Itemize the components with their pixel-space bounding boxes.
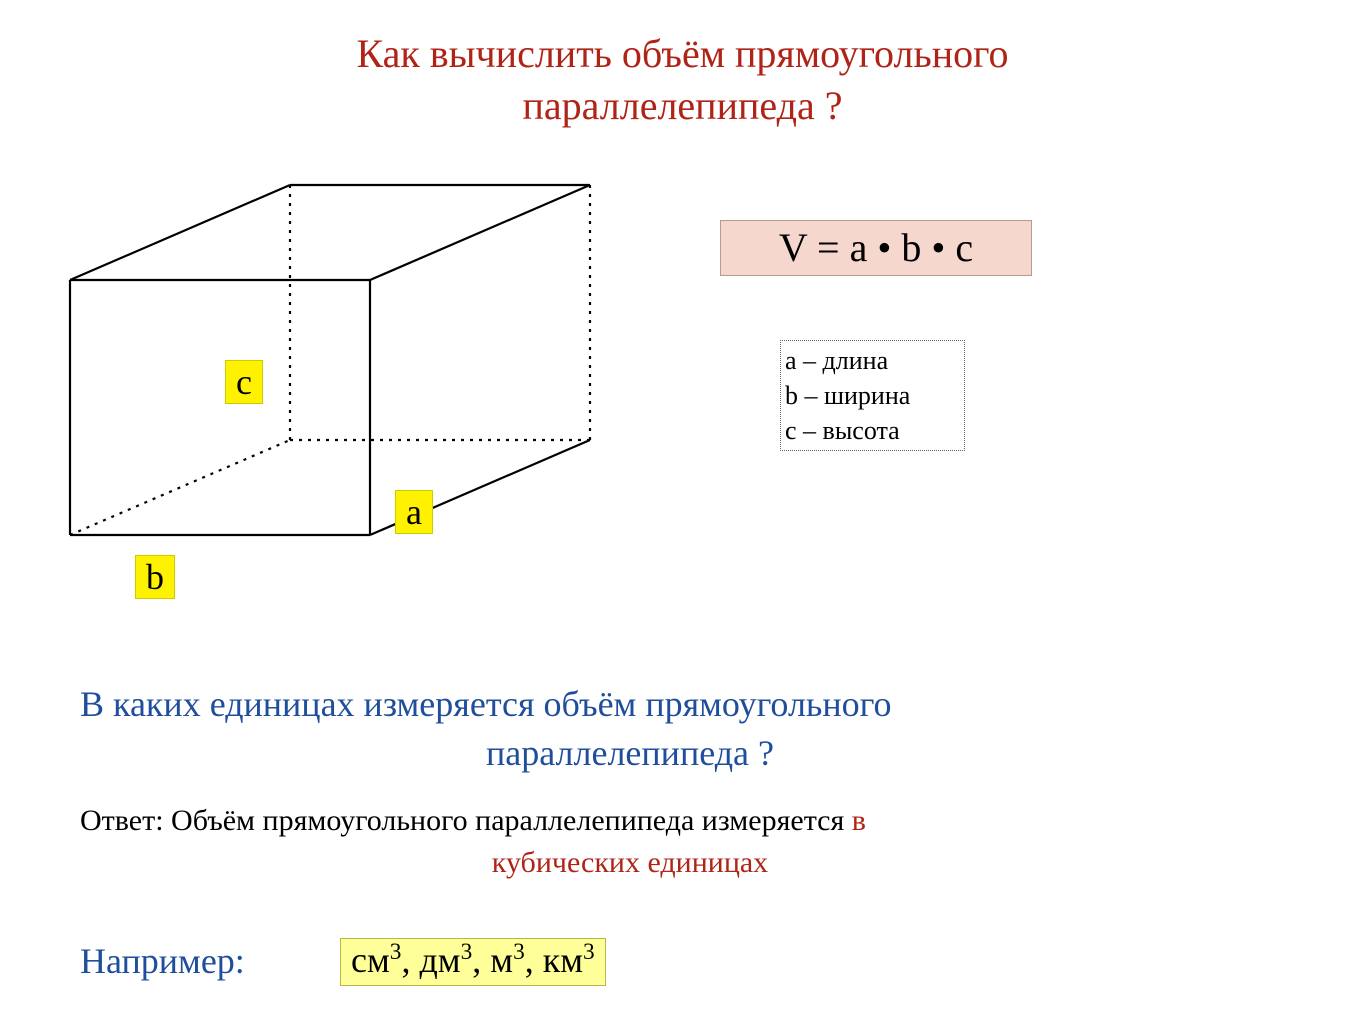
- units-question: В каких единицах измеряется объём прямоу…: [80, 680, 1180, 777]
- page-title: Как вычислить объём прямоугольного парал…: [0, 28, 1365, 132]
- answer-red1: в: [852, 804, 866, 837]
- answer-red-line2: кубических единицах: [80, 842, 1180, 884]
- title-line2: параллелепипеда ?: [523, 83, 843, 128]
- legend-line-c: c – высота: [785, 413, 960, 448]
- volume-formula: V = a • b • c: [720, 220, 1032, 276]
- answer-prefix: Ответ: Объём прямоугольного параллелепип…: [80, 804, 852, 837]
- label-b: b: [135, 555, 175, 599]
- q2-line1: В каких единицах измеряется объём прямоу…: [80, 684, 891, 724]
- q2-line2: параллелепипеда ?: [80, 729, 1180, 778]
- label-c: c: [225, 360, 263, 404]
- label-a: a: [395, 490, 433, 534]
- parallelepiped-diagram: [60, 175, 620, 555]
- example-label: Например:: [80, 940, 245, 982]
- title-line1: Как вычислить объём прямоугольного: [356, 31, 1008, 76]
- legend-line-a: a – длина: [785, 343, 960, 378]
- answer-text: Ответ: Объём прямоугольного параллелепип…: [80, 800, 1180, 884]
- dimension-legend: a – длина b – ширина c – высота: [780, 340, 965, 451]
- units-list: см3, дм3, м3, км3: [340, 938, 606, 986]
- legend-line-b: b – ширина: [785, 378, 960, 413]
